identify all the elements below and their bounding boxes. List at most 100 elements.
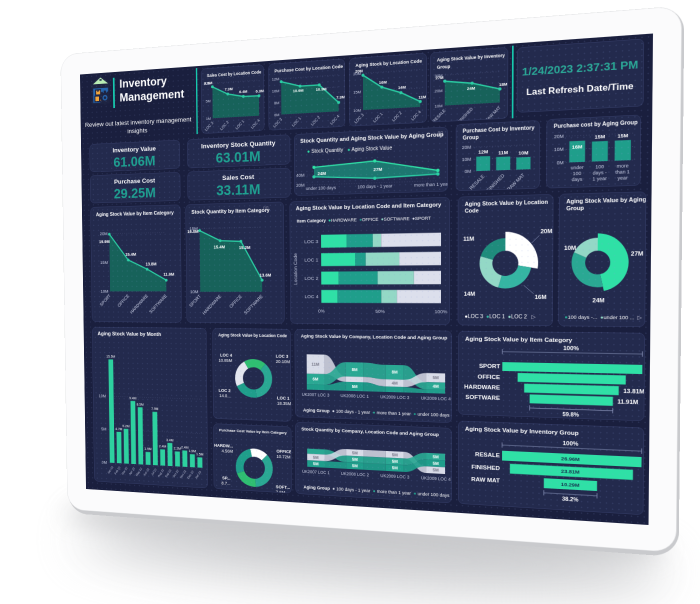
svg-text:4M: 4M xyxy=(433,384,439,389)
svg-text:2.4M: 2.4M xyxy=(159,444,167,449)
svg-text:Aug 22: Aug 22 xyxy=(157,468,166,478)
svg-text:100 days - 1 year: 100 days - 1 year xyxy=(357,183,393,190)
svg-text:18.35M: 18.35M xyxy=(277,400,291,406)
svg-text:LOC 1: LOC 1 xyxy=(372,112,383,124)
svg-text:FINISHED: FINISHED xyxy=(457,106,475,122)
svg-text:10M: 10M xyxy=(99,393,106,398)
svg-text:LOC 2: LOC 2 xyxy=(219,120,229,131)
svg-text:11M: 11M xyxy=(463,236,474,243)
svg-text:6M: 6M xyxy=(313,377,319,382)
svg-text:15M: 15M xyxy=(100,260,108,265)
svg-text:16M: 16M xyxy=(379,80,387,85)
svg-text:15.2M: 15.2M xyxy=(239,245,251,251)
svg-text:8M: 8M xyxy=(392,370,398,375)
svg-text:8M: 8M xyxy=(274,101,279,106)
svg-text:10M: 10M xyxy=(101,289,109,294)
svg-text:7.3M: 7.3M xyxy=(336,95,345,100)
svg-text:27M: 27M xyxy=(373,166,383,172)
svg-text:10M: 10M xyxy=(564,245,576,252)
svg-text:SPORT: SPORT xyxy=(479,363,501,371)
svg-text:3.4M: 3.4M xyxy=(166,438,174,443)
svg-text:LOC 1: LOC 1 xyxy=(291,116,302,128)
svg-text:14M: 14M xyxy=(398,85,406,90)
svg-text:5M: 5M xyxy=(313,455,319,460)
svg-text:10M: 10M xyxy=(462,156,471,162)
svg-text:10M: 10M xyxy=(353,108,361,113)
svg-text:16.0M: 16.0M xyxy=(187,229,199,235)
svg-text:UK2009 LOC 4: UK2009 LOC 4 xyxy=(421,476,451,482)
svg-text:20.10M: 20.10M xyxy=(276,359,290,365)
svg-text:LOC 3: LOC 3 xyxy=(272,117,283,129)
svg-text:LOC 2: LOC 2 xyxy=(310,115,321,127)
svg-text:1M: 1M xyxy=(206,116,211,121)
svg-text:LOC 3: LOC 3 xyxy=(354,113,365,125)
svg-text:5M: 5M xyxy=(392,453,398,458)
svg-text:20M: 20M xyxy=(100,231,108,236)
svg-text:2.4M: 2.4M xyxy=(181,445,189,450)
svg-text:23.81M: 23.81M xyxy=(561,468,580,475)
svg-text:UK2009 LOC 3: UK2009 LOC 3 xyxy=(380,395,409,400)
svg-text:SOFTWARE: SOFTWARE xyxy=(465,394,500,402)
svg-text:OFFICE: OFFICE xyxy=(478,374,501,382)
svg-text:FINISHED: FINISHED xyxy=(485,173,505,192)
svg-text:4M: 4M xyxy=(392,381,398,386)
svg-text:OFFICE: OFFICE xyxy=(228,293,243,309)
svg-text:LOC 2: LOC 2 xyxy=(391,111,403,123)
svg-text:14M: 14M xyxy=(464,291,475,298)
svg-text:UK2008 LOC 2: UK2008 LOC 2 xyxy=(341,472,369,478)
svg-text:RESALE: RESALE xyxy=(468,173,486,191)
svg-text:13.81M: 13.81M xyxy=(623,388,644,396)
svg-text:0M: 0M xyxy=(465,168,472,174)
svg-text:RESALE: RESALE xyxy=(432,108,448,123)
svg-text:Mar 22: Mar 22 xyxy=(121,466,129,476)
svg-text:100%: 100% xyxy=(563,440,580,448)
svg-text:LOC 4: LOC 4 xyxy=(410,110,422,122)
svg-text:UK2009 LOC 4: UK2009 LOC 4 xyxy=(421,396,451,402)
svg-text:LOC 1: LOC 1 xyxy=(235,119,246,130)
svg-text:20M: 20M xyxy=(462,144,471,150)
svg-text:15.4M: 15.4M xyxy=(125,251,137,256)
svg-text:10.9M: 10.9M xyxy=(293,89,304,94)
svg-text:100%: 100% xyxy=(563,345,580,352)
svg-text:UK2008 LOC 1: UK2008 LOC 1 xyxy=(341,394,369,399)
svg-text:9.4M: 9.4M xyxy=(129,396,136,400)
svg-text:100%: 100% xyxy=(435,309,448,315)
svg-text:LOC 3: LOC 3 xyxy=(304,239,319,245)
svg-text:10.85M: 10.85M xyxy=(218,357,232,363)
svg-text:27M: 27M xyxy=(435,75,443,80)
svg-text:RESALE: RESALE xyxy=(475,452,501,460)
svg-text:0%: 0% xyxy=(318,308,325,314)
svg-text:LOC 1: LOC 1 xyxy=(304,257,319,263)
svg-text:LOC 4: LOC 4 xyxy=(329,114,340,126)
svg-text:16M: 16M xyxy=(572,143,583,150)
svg-text:40M: 40M xyxy=(296,172,304,178)
svg-text:May 22: May 22 xyxy=(135,466,144,477)
svg-text:Sep 22: Sep 22 xyxy=(164,468,173,478)
svg-text:50%: 50% xyxy=(375,308,385,314)
svg-text:1.5M: 1.5M xyxy=(196,452,204,457)
svg-text:16M: 16M xyxy=(535,294,547,301)
svg-text:11.9M: 11.9M xyxy=(163,272,175,277)
svg-text:24M: 24M xyxy=(317,170,326,176)
svg-text:LOC 2: LOC 2 xyxy=(304,275,319,281)
svg-text:10.72M: 10.72M xyxy=(276,454,290,460)
svg-text:12M: 12M xyxy=(272,77,279,82)
svg-text:10M: 10M xyxy=(272,89,279,94)
svg-text:RAW MAT: RAW MAT xyxy=(505,171,526,191)
svg-text:15M: 15M xyxy=(595,133,606,140)
svg-text:Feb 22: Feb 22 xyxy=(113,465,121,475)
svg-text:more than 1 year: more than 1 year xyxy=(414,181,448,188)
svg-text:0M: 0M xyxy=(102,459,107,464)
svg-text:HARDWARE: HARDWARE xyxy=(464,384,501,392)
svg-text:24M: 24M xyxy=(592,297,604,304)
svg-text:11M: 11M xyxy=(311,362,319,367)
svg-text:27M: 27M xyxy=(631,251,644,259)
svg-text:SPORT: SPORT xyxy=(188,293,202,308)
svg-text:10.29M: 10.29M xyxy=(561,481,580,488)
svg-text:OFFICE: OFFICE xyxy=(116,293,130,308)
svg-text:Location Code: Location Code xyxy=(293,253,299,285)
svg-text:15.5M: 15.5M xyxy=(106,354,115,358)
svg-text:LOC 4: LOC 4 xyxy=(250,118,261,129)
svg-text:UK2007 LOC 1: UK2007 LOC 1 xyxy=(302,469,330,475)
svg-text:15M: 15M xyxy=(353,90,361,95)
